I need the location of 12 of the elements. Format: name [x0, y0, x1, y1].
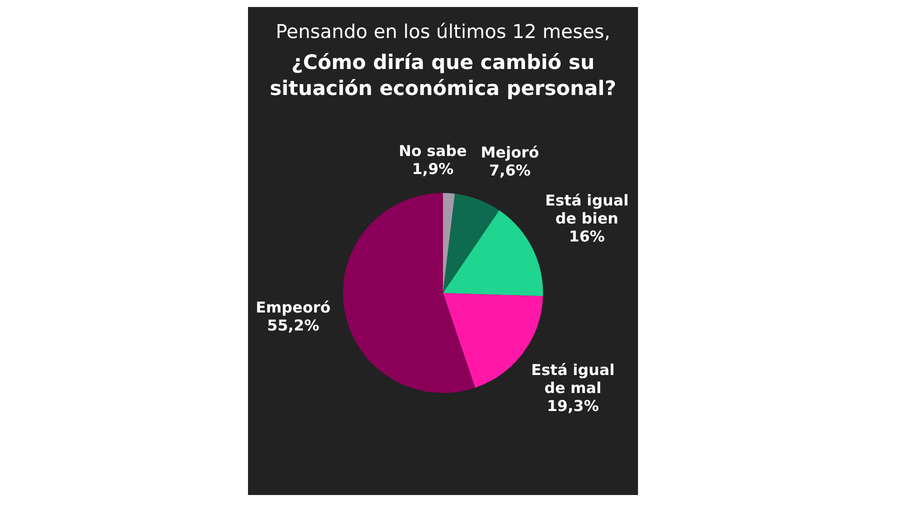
- slice-label: Está igual de mal: [531, 361, 615, 398]
- data-label: 16%: [568, 228, 605, 246]
- slice-label: Está igual de bien: [545, 192, 629, 228]
- data-label: 7,6%: [489, 162, 531, 180]
- data-label: 19,3%: [546, 397, 599, 416]
- data-label: 55,2%: [267, 316, 320, 335]
- chart-subtitle: Pensando en los últimos 12 meses,: [274, 21, 612, 43]
- slice-label: No sabe: [398, 142, 467, 160]
- data-label: 1,9%: [412, 160, 454, 178]
- chart-title: ¿Cómo diría que cambió su situación económica personal?: [268, 49, 618, 101]
- slice-label: Empeoró: [256, 298, 331, 317]
- slice-label: Mejoró: [480, 144, 540, 162]
